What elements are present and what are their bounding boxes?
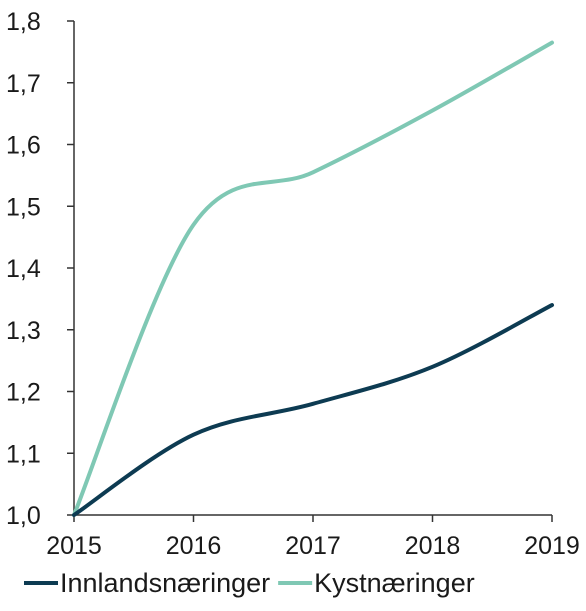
y-tick-label: 1,3 <box>6 317 41 345</box>
y-tick-label: 1,5 <box>6 193 41 221</box>
legend-label-0: Innlandsnæringer <box>60 568 270 598</box>
legend-label-1: Kystnæringer <box>314 568 475 598</box>
legend: Innlandsnæringer Kystnæringer <box>24 568 475 598</box>
y-axis-ticks: 1,0 1,1 1,2 1,3 1,4 1,5 1,6 1,7 1,8 <box>6 8 74 530</box>
x-tick-label: 2019 <box>524 532 580 560</box>
x-tick-label: 2018 <box>405 532 461 560</box>
y-tick-label: 1,0 <box>6 502 41 530</box>
x-tick-label: 2015 <box>46 532 102 560</box>
axes <box>73 21 552 516</box>
series-lines <box>72 40 554 517</box>
x-tick-label: 2016 <box>166 532 222 560</box>
y-tick-label: 1,6 <box>6 132 41 160</box>
y-tick-label: 1,8 <box>6 8 41 36</box>
x-tick-label: 2017 <box>285 532 341 560</box>
x-axis-ticks: 2015 2016 2017 2018 2019 <box>46 515 580 560</box>
y-tick-label: 1,2 <box>6 379 41 407</box>
series-line-1 <box>72 40 554 517</box>
y-tick-label: 1,1 <box>6 440 41 468</box>
series-line-0 <box>72 303 554 517</box>
y-tick-label: 1,7 <box>6 70 41 98</box>
y-tick-label: 1,4 <box>6 255 41 283</box>
